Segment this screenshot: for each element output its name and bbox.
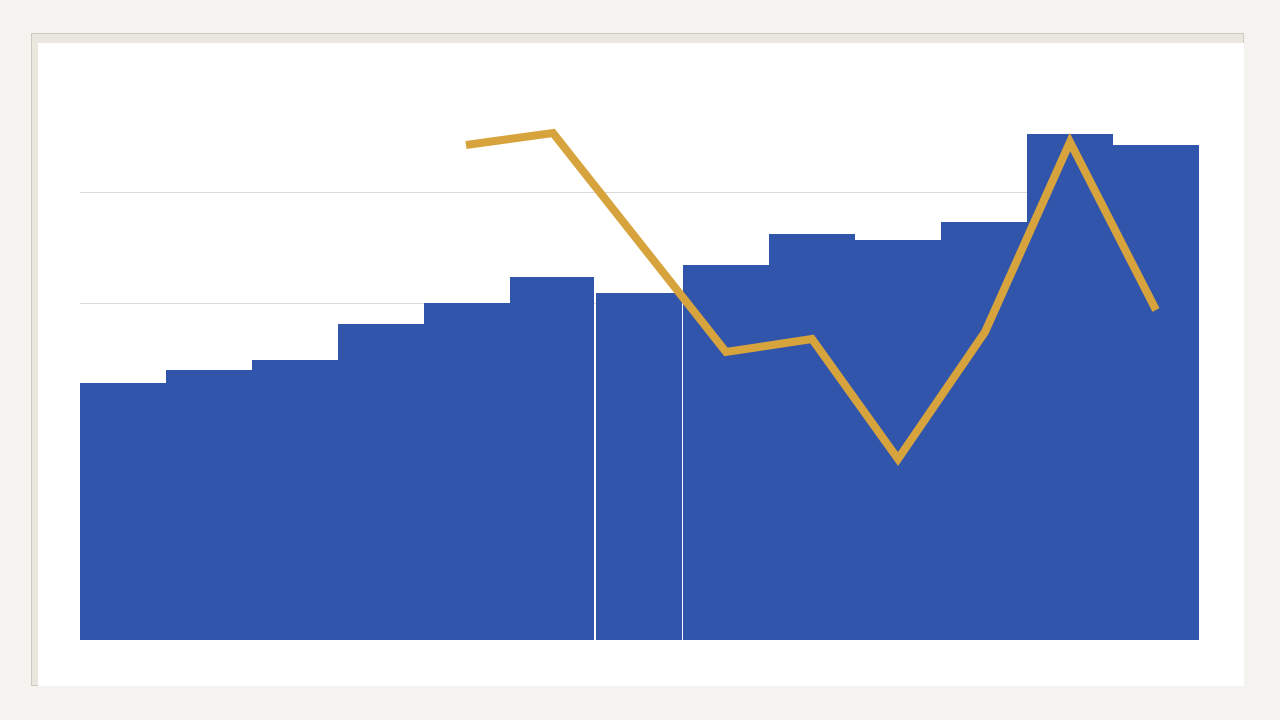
- chart-panel-background: [38, 43, 1244, 686]
